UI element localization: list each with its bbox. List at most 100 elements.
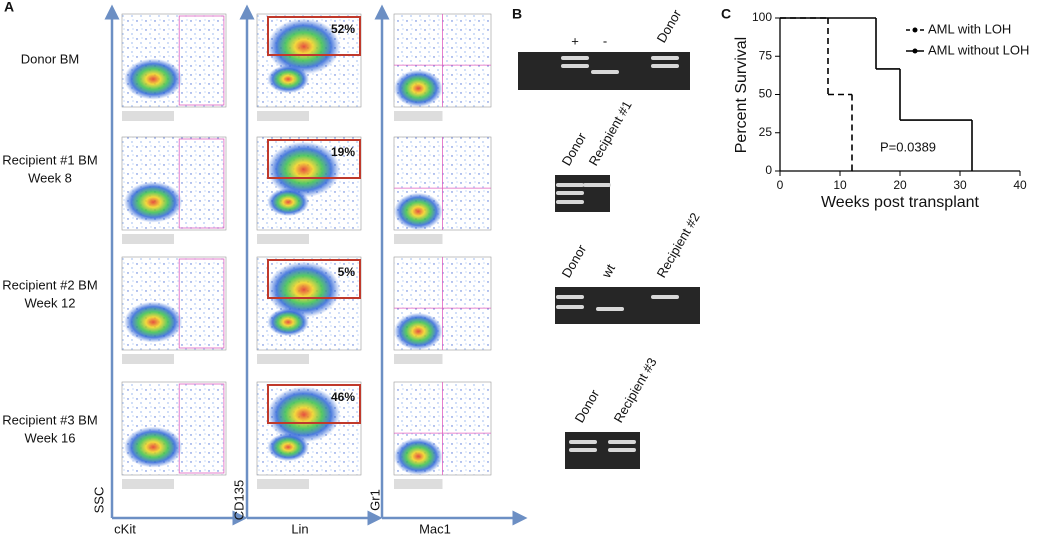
annotation: P=0.0389 [880,139,936,154]
gel-band [561,64,589,68]
cell-cluster [267,433,310,462]
caption-block [122,234,174,244]
gate-percent: 5% [338,265,356,279]
gel-band [583,183,611,187]
y-axis-label: Percent Survival [733,37,750,154]
x-tick-label: 0 [777,178,784,192]
panel-label: C [721,6,731,22]
y-tick-label: 50 [759,87,773,101]
gate-percent: 19% [331,145,355,159]
axis-label: cKit [114,521,136,536]
caption-block [122,479,174,489]
legend-marker [912,48,918,54]
survival-chart: 0 25 50 75 100 0 10 20 30 40 Weeks post transplant… [733,10,1029,211]
x-axis-label: Weeks post transplant [821,194,980,211]
cell-cluster [124,301,183,343]
gel-band [608,448,636,452]
row-label: Recipient #2 BM [2,277,97,292]
lane-label: wt [598,261,618,281]
lane-label: + [571,33,579,48]
caption-block [394,354,443,364]
cell-cluster [394,69,443,107]
cell-cluster [124,426,183,468]
caption-block [122,354,174,364]
flow-panel: Donor BM 52% Recipient #1 BM Week 8 19% Recip… [2,4,528,536]
caption-block [257,354,309,364]
axis-label: SSC [91,487,106,514]
gate [178,383,225,474]
caption-block [122,111,174,121]
x-tick-label: 10 [833,178,847,192]
y-tick-label: 100 [752,10,772,24]
lane-label: Recipient #1 [586,98,635,168]
gate-highlight [267,16,361,56]
axis-label: CD135 [231,480,246,520]
cell-cluster [267,141,341,198]
legend-marker [912,27,918,33]
cell-cluster [267,261,341,318]
x-tick-label: 20 [893,178,907,192]
caption-block [257,234,309,244]
gate-percent: 46% [331,390,355,404]
lane-label: Recipient #3 [611,355,660,425]
lane-label: Donor [559,241,590,280]
row-label: Recipient #1 BM [2,152,97,167]
row-label: Donor BM [21,51,80,66]
gel-band [569,440,597,444]
x-tick-label: 30 [953,178,967,192]
cell-cluster [394,312,443,350]
gel-band [561,56,589,60]
axis-label: Mac1 [419,521,451,536]
gel-band [556,295,584,299]
row-label: Week 8 [28,170,72,185]
axis-label: Lin [291,521,308,536]
gel-band [651,295,679,299]
y-tick-label: 0 [765,163,772,177]
gate [178,15,225,106]
row-label: Week 12 [24,295,75,310]
gate-percent: 52% [331,22,355,36]
gel-band [651,56,679,60]
gate [178,138,225,229]
cell-cluster [267,18,341,75]
y-tick-label: 75 [759,48,773,62]
cell-cluster [267,65,310,94]
caption-block [394,479,443,489]
gel-band [651,64,679,68]
y-tick-label: 25 [759,125,773,139]
caption-block [394,234,443,244]
gel-band [596,307,624,311]
gel-band [556,183,584,187]
x-tick-label: 40 [1013,178,1027,192]
cell-cluster [267,188,310,217]
legend-label: AML without LOH [928,42,1029,57]
gel-band [556,305,584,309]
caption-block [257,479,309,489]
legend-label: AML with LOH [928,21,1011,36]
lane-label: Donor [654,6,685,45]
lane-label: Recipient #2 [654,210,703,280]
gate-highlight [267,259,361,299]
cell-cluster [124,58,183,100]
cell-cluster [124,181,183,223]
caption-block [394,111,443,121]
lane-label: Donor [572,386,603,425]
cell-cluster [267,308,310,337]
cell-cluster [267,386,341,443]
gel-band [608,440,636,444]
gate [178,258,225,349]
gel-band [591,70,619,74]
row-label: Week 16 [24,430,75,445]
panel-label: B [512,6,522,22]
lane-label: - [603,33,607,48]
caption-block [257,111,309,121]
axis-label: Gr1 [367,489,382,511]
gel-band [556,200,584,204]
gel-band [556,191,584,195]
row-label: Recipient #3 BM [2,412,97,427]
panel-label: A [4,0,14,15]
cell-cluster [394,192,443,230]
gel-band [569,448,597,452]
